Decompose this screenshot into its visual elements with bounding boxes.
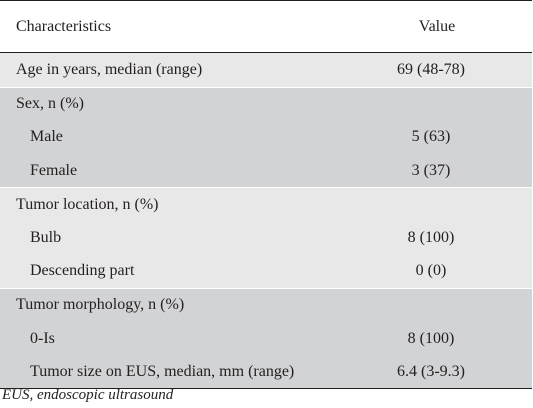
table-row-morphology-group: Tumor morphology, n (%) — [0, 288, 532, 322]
row-value: 3 (37) — [411, 161, 451, 179]
row-label: Tumor location, n (%) — [16, 195, 159, 213]
row-value: 0 (0) — [415, 262, 447, 280]
table-row-descending-part: Descending part 0 (0) — [0, 254, 532, 289]
row-label: Tumor morphology, n (%) — [16, 296, 185, 314]
table-header-row: Characteristics Value — [0, 1, 532, 53]
row-label: Bulb — [30, 228, 62, 246]
table-row-location-group: Tumor location, n (%) — [0, 187, 532, 221]
characteristics-table: Characteristics Value Age in years, medi… — [0, 0, 532, 389]
row-label: Female — [30, 161, 78, 179]
header-characteristics: Characteristics — [16, 17, 112, 35]
row-label: 0-Is — [30, 329, 55, 347]
table-row-0-is: 0-Is 8 (100) — [0, 321, 532, 356]
header-value: Value — [418, 17, 456, 35]
row-value: 69 (48-78) — [397, 60, 465, 78]
row-value: 8 (100) — [407, 329, 455, 347]
row-value: 8 (100) — [407, 228, 455, 246]
row-value: 6.4 (3-9.3) — [397, 362, 465, 380]
row-value: 5 (63) — [411, 127, 451, 145]
table-row-female: Female 3 (37) — [0, 153, 532, 188]
row-label: Age in years, median (range) — [16, 60, 203, 78]
row-label: Sex, n (%) — [16, 94, 84, 112]
table-row-tumor-size: Tumor size on EUS, median, mm (range) 6.… — [0, 355, 532, 389]
row-value — [366, 188, 496, 221]
table-row-sex-group: Sex, n (%) — [0, 86, 532, 121]
row-value — [366, 289, 496, 322]
row-value — [366, 88, 496, 121]
table-footnote: EUS, endoscopic ultrasound — [2, 387, 174, 403]
table-row-age: Age in years, median (range) 69 (48-78) — [0, 53, 532, 87]
table-row-male: Male 5 (63) — [0, 120, 532, 154]
row-label: Descending part — [30, 262, 135, 280]
table-row-bulb: Bulb 8 (100) — [0, 220, 532, 255]
row-label: Tumor size on EUS, median, mm (range) — [30, 362, 295, 380]
row-label: Male — [30, 127, 63, 145]
